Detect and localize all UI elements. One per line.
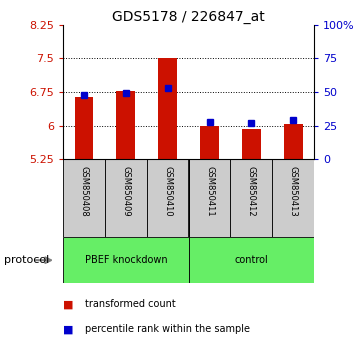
- Bar: [158, 57, 177, 159]
- Text: GSM850409: GSM850409: [121, 166, 130, 216]
- Bar: [242, 129, 261, 159]
- Text: GSM850413: GSM850413: [289, 166, 298, 216]
- Bar: [147, 159, 188, 237]
- Text: GSM850410: GSM850410: [163, 166, 172, 216]
- Bar: [63, 237, 188, 283]
- Bar: [200, 126, 219, 159]
- Bar: [75, 97, 93, 159]
- Bar: [105, 159, 147, 237]
- Bar: [63, 159, 105, 237]
- Bar: [230, 159, 272, 237]
- Bar: [284, 124, 303, 159]
- Text: transformed count: transformed count: [85, 299, 175, 309]
- Text: GSM850411: GSM850411: [205, 166, 214, 216]
- Bar: [188, 159, 230, 237]
- Bar: [188, 237, 314, 283]
- Text: protocol: protocol: [4, 255, 49, 265]
- Text: PBEF knockdown: PBEF knockdown: [84, 255, 167, 265]
- Bar: [272, 159, 314, 237]
- Text: percentile rank within the sample: percentile rank within the sample: [85, 324, 250, 334]
- Text: GSM850412: GSM850412: [247, 166, 256, 216]
- Text: control: control: [235, 255, 268, 265]
- Bar: [117, 91, 135, 159]
- Title: GDS5178 / 226847_at: GDS5178 / 226847_at: [112, 10, 265, 24]
- Text: GSM850408: GSM850408: [79, 166, 88, 216]
- Text: ■: ■: [63, 299, 74, 309]
- Text: ■: ■: [63, 324, 74, 334]
